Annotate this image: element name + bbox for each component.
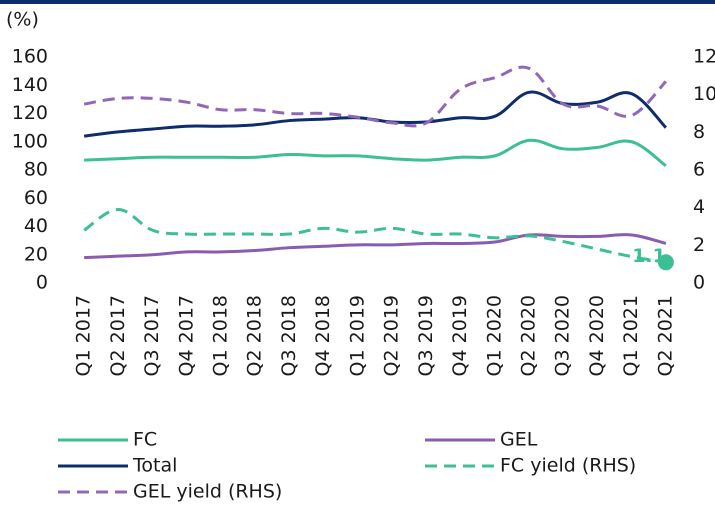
y2-tick-label: 10 — [693, 83, 715, 105]
x-tick-label: Q2 2017 — [107, 295, 129, 376]
legend-label: Total — [132, 455, 177, 477]
x-tick-label: Q2 2019 — [381, 295, 403, 376]
y-tick-label: 40 — [24, 215, 48, 237]
x-tick-label: Q3 2018 — [278, 295, 300, 376]
x-tick-label: Q2 2021 — [654, 295, 676, 376]
top-bar — [0, 0, 715, 4]
y2-tick-label: 8 — [693, 121, 705, 143]
y-unit: (%) — [6, 9, 39, 31]
y2-tick-label: 6 — [693, 159, 705, 181]
y-tick-label: 20 — [24, 243, 48, 265]
x-tick-label: Q4 2019 — [449, 295, 471, 376]
x-tick-label: Q1 2017 — [73, 295, 95, 376]
x-tick-label: Q4 2020 — [586, 295, 608, 376]
y-tick-label: 160 — [12, 46, 48, 68]
x-tick-label: Q1 2020 — [483, 295, 505, 376]
y-tick-label: 100 — [12, 130, 48, 152]
x-tick-label: Q1 2018 — [210, 295, 232, 376]
x-tick-label: Q1 2021 — [620, 295, 642, 376]
y2-tick-label: 4 — [693, 196, 705, 218]
y-tick-label: 60 — [24, 187, 48, 209]
y-tick-label: 0 — [36, 272, 48, 294]
x-tick-label: Q3 2017 — [141, 295, 163, 376]
y-tick-label: 80 — [24, 159, 48, 181]
y2-tick-label: 12 — [693, 46, 715, 68]
end-point-dot — [657, 254, 674, 271]
series-line — [83, 65, 667, 128]
y-tick-label: 120 — [12, 102, 48, 124]
legend-label: GEL yield (RHS) — [133, 481, 282, 503]
series-line — [84, 233, 667, 260]
legend-label: FC yield (RHS) — [500, 455, 636, 477]
x-tick-label: Q4 2018 — [312, 295, 334, 376]
y-tick-label: 140 — [12, 74, 48, 96]
y2-tick-label: 0 — [693, 272, 705, 294]
series-line — [84, 138, 667, 167]
legend-label: GEL — [500, 429, 538, 451]
x-tick-label: Q2 2018 — [244, 295, 266, 376]
x-tick-label: Q3 2020 — [552, 295, 574, 376]
x-tick-label: Q1 2019 — [346, 295, 368, 376]
y2-tick-label: 2 — [693, 234, 705, 256]
legend-label: FC — [133, 429, 157, 451]
series-line — [83, 208, 667, 264]
x-tick-label: Q3 2019 — [415, 295, 437, 376]
x-tick-label: Q4 2017 — [175, 295, 197, 376]
data-label: 1.1 — [632, 245, 666, 267]
x-tick-label: Q2 2020 — [518, 295, 540, 376]
